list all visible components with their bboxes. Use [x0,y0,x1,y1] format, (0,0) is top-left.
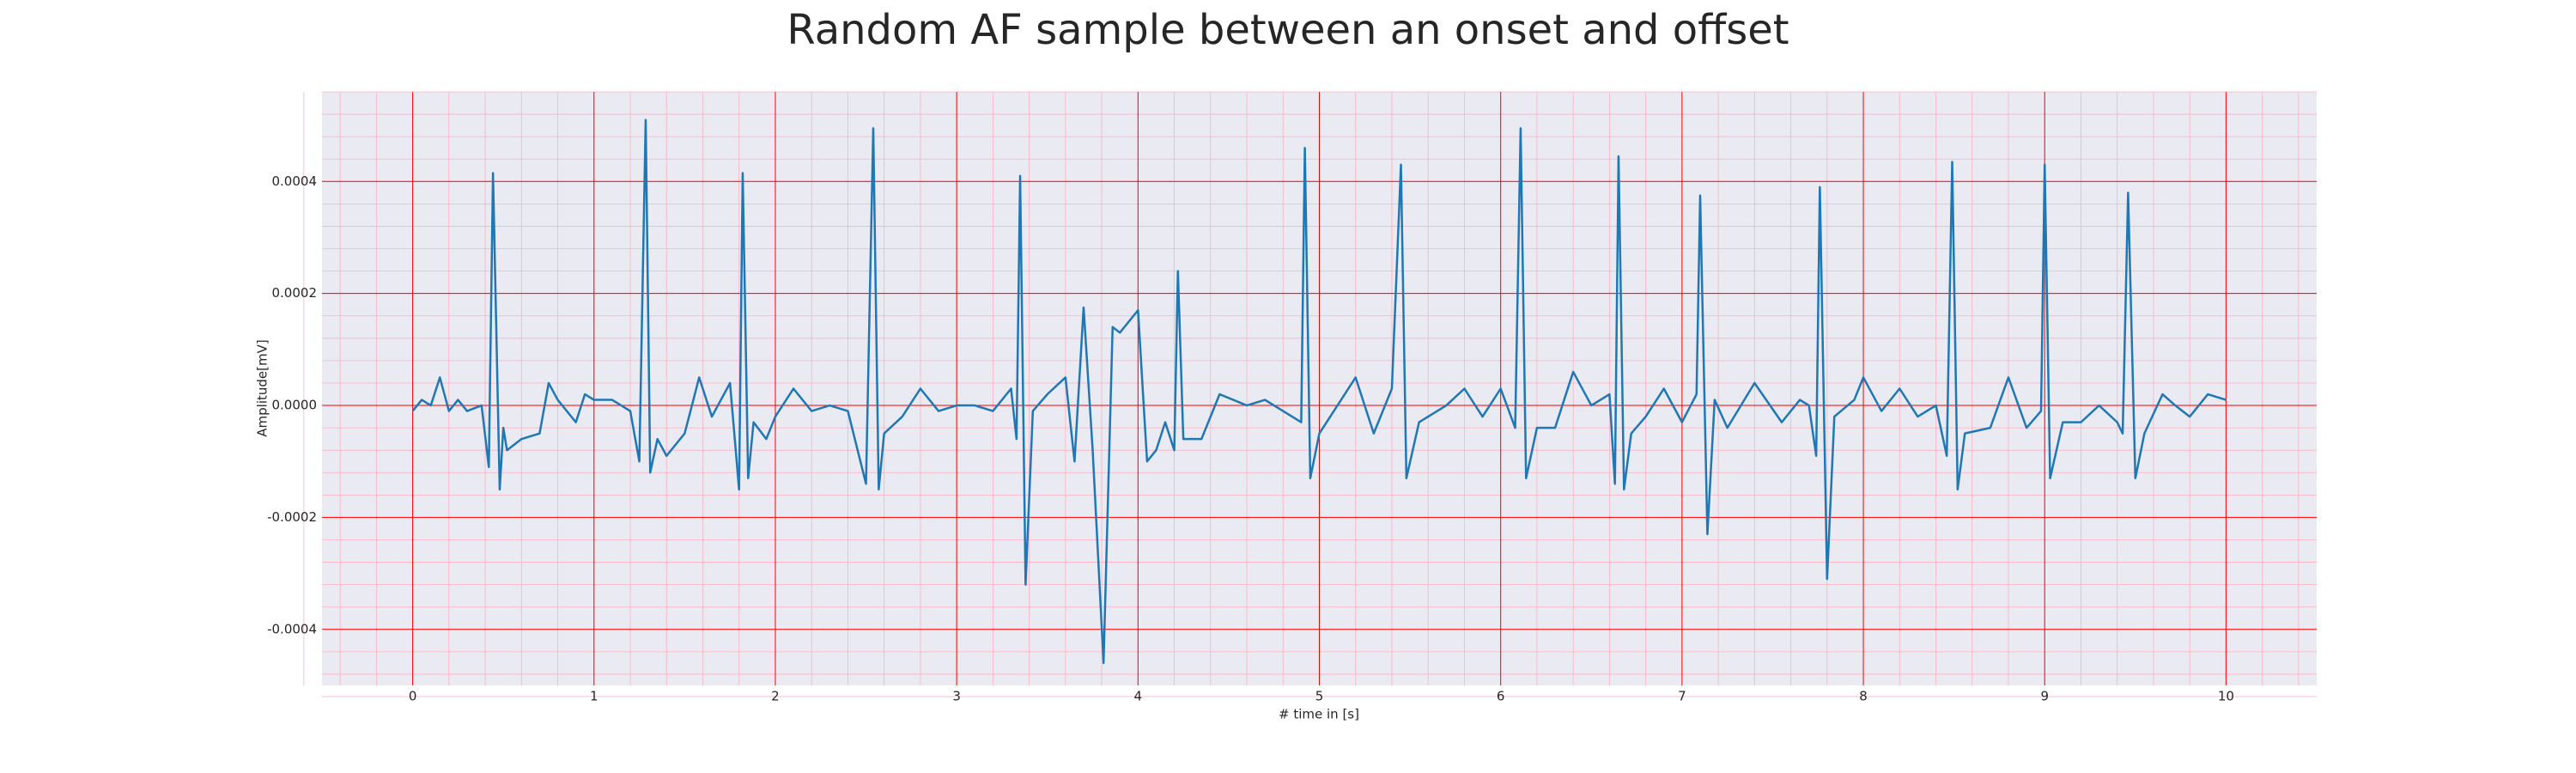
x-tick-label: 2 [771,689,780,704]
y-tick-label: -0.0002 [267,509,317,525]
x-tick-label: 0 [409,689,417,704]
x-tick-label: 3 [952,689,961,704]
x-tick-label: 4 [1134,689,1143,704]
y-tick-label: -0.0004 [267,621,317,636]
x-tick-label: 10 [2218,689,2234,704]
x-axis-label: # time in [s] [1279,707,1359,722]
y-tick-label: 0.0000 [272,398,318,413]
x-tick-label: 9 [2040,689,2049,704]
x-tick-label: 8 [1859,689,1868,704]
x-tick-label: 6 [1497,689,1505,704]
y-tick-label: 0.0002 [272,285,318,301]
signal-line [411,119,2227,665]
x-tick-label: 1 [590,689,598,704]
x-tick-label: 7 [1678,689,1686,704]
chart-title: Random AF sample between an onset and of… [787,6,1789,54]
y-tick-label: 0.0004 [272,173,318,189]
x-tick-label: 5 [1315,689,1324,704]
y-axis-label: Amplitude[mV] [255,339,270,436]
